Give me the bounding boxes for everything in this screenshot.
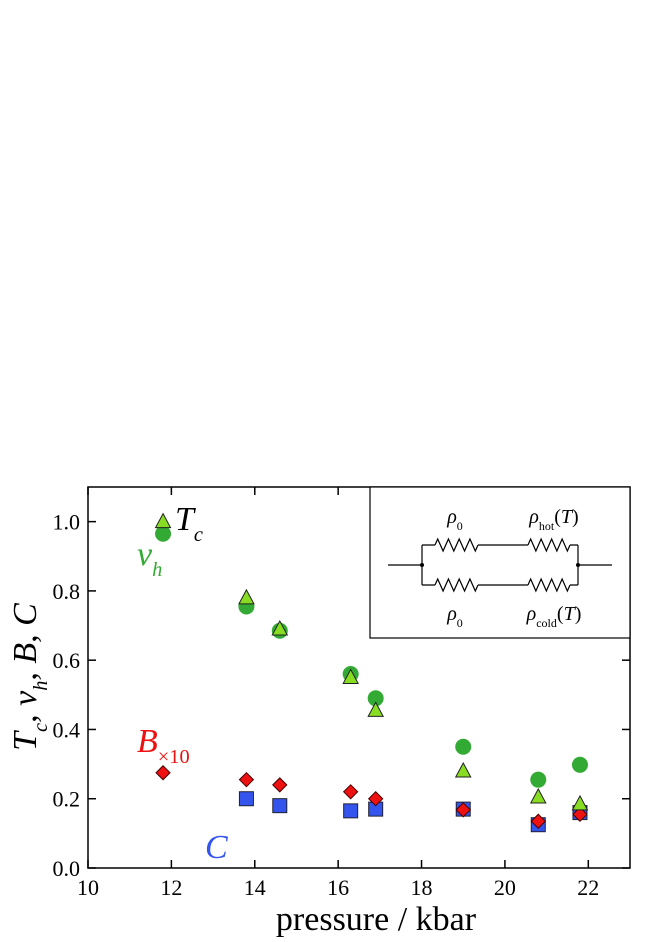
diamond-marker — [530, 813, 546, 829]
resistor — [434, 537, 479, 553]
triangle-marker — [271, 619, 289, 636]
text-part: h — [30, 681, 52, 691]
circle-marker — [367, 690, 384, 707]
inset-label: ρcold(T) — [526, 603, 582, 630]
y-tick-label: 0.4 — [53, 717, 81, 742]
x-tick-label: 14 — [244, 875, 266, 900]
y-tick-label: 0.2 — [53, 787, 81, 812]
text-part: v — [137, 536, 153, 573]
diamond-marker — [155, 765, 171, 781]
text-part: 0 — [457, 616, 463, 630]
text-part: C — [7, 603, 44, 626]
text-part: , — [7, 626, 44, 643]
text-part: v — [7, 690, 44, 706]
series-label: Tc — [175, 501, 203, 546]
text-part: B — [7, 643, 44, 664]
triangle-marker — [238, 588, 255, 605]
resistor — [527, 577, 571, 593]
y-tick-label: 0.6 — [53, 648, 81, 673]
y-axis-label: Tc, vh, B, C — [7, 603, 52, 751]
text-part: ) — [575, 603, 582, 625]
inset-label: ρ0 — [446, 506, 463, 533]
diamond-marker — [342, 784, 359, 800]
resistor — [434, 577, 479, 593]
text-part: T — [7, 730, 44, 751]
text-part: ρ — [446, 603, 457, 625]
text-part: ( — [554, 506, 561, 528]
text-part: c — [30, 723, 52, 732]
triangle-marker — [571, 794, 589, 811]
triangle-marker — [529, 787, 547, 804]
text-part: ) — [572, 506, 579, 528]
series-label: vh — [137, 536, 162, 581]
circuit-node — [576, 563, 580, 567]
circle-marker — [455, 738, 472, 755]
text-part: T — [561, 506, 574, 528]
text-part: 0 — [457, 519, 463, 533]
square-marker — [272, 798, 288, 814]
text-part: ρ — [526, 603, 537, 625]
plot-frame — [87, 486, 631, 869]
text-part: T — [175, 501, 196, 538]
text-part: , — [7, 664, 44, 681]
text-part: C — [205, 829, 228, 866]
series-label: C — [205, 829, 228, 866]
x-tick-label: 18 — [411, 875, 433, 900]
inset-label: ρhot(T) — [528, 506, 578, 533]
text-part: ×10 — [158, 746, 190, 768]
circuit-node — [420, 563, 424, 567]
diamond-marker — [455, 802, 471, 818]
resistor — [527, 537, 571, 553]
text-part: hot — [539, 519, 555, 533]
inset-label: ρ0 — [446, 603, 463, 630]
diamond-marker — [367, 791, 384, 807]
text-part: ( — [557, 603, 564, 625]
text-part: T — [564, 603, 577, 625]
x-tick-label: 20 — [494, 875, 516, 900]
x-tick-label: 22 — [577, 875, 599, 900]
circle-marker — [155, 525, 172, 542]
text-part: h — [152, 559, 162, 581]
triangle-marker — [454, 761, 472, 778]
square-marker — [238, 791, 254, 807]
y-tick-label: 0.0 — [53, 856, 81, 881]
series-label: B×10 — [137, 723, 190, 768]
text-part: , — [7, 706, 44, 723]
y-tick-label: 1.0 — [53, 510, 81, 535]
diamond-marker — [238, 771, 255, 788]
triangle-marker — [342, 668, 359, 684]
y-tick-label: 0.8 — [53, 579, 81, 604]
triangle-marker — [367, 701, 385, 717]
inset-frame — [369, 486, 631, 639]
diamond-marker — [572, 806, 588, 823]
x-axis-label: pressure / kbar — [276, 901, 477, 938]
text-part: B — [137, 723, 158, 760]
text-part: cold — [536, 616, 557, 630]
x-tick-label: 12 — [160, 875, 182, 900]
text-part: c — [194, 524, 203, 546]
square-marker — [343, 803, 359, 819]
text-part: ρ — [528, 506, 539, 528]
text-part: ρ — [446, 506, 457, 528]
circle-marker — [571, 756, 588, 773]
circle-marker — [530, 771, 547, 788]
diamond-marker — [272, 777, 288, 793]
x-tick-label: 16 — [327, 875, 349, 900]
x-tick-label: 10 — [77, 875, 99, 900]
triangle-marker — [154, 512, 172, 529]
